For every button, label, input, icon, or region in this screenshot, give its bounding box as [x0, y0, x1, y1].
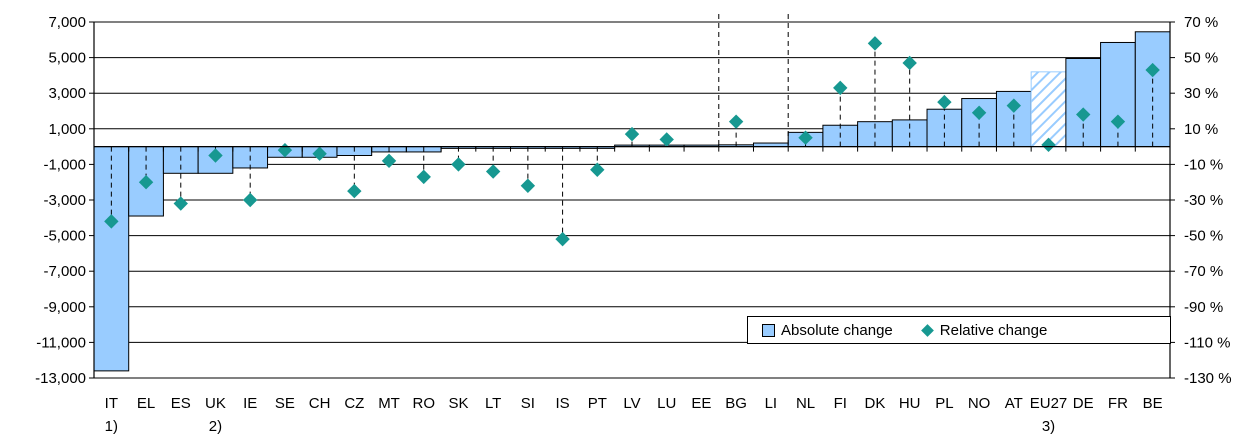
relative-change-marker — [798, 130, 813, 145]
relative-change-marker — [173, 196, 188, 211]
category-label: LT — [485, 395, 501, 412]
relative-change-marker — [416, 169, 431, 185]
legend-item-relative: Relative change — [907, 321, 1048, 339]
category-label: CH — [309, 395, 331, 412]
left-tick-label: -7,000 — [43, 263, 86, 280]
category-label: IS — [555, 395, 569, 412]
legend-label-absolute: Absolute change — [781, 321, 893, 339]
relative-change-marker — [1076, 107, 1091, 122]
category-label: IE — [243, 395, 257, 412]
legend-swatch-bar — [762, 323, 775, 337]
left-tick-label: -5,000 — [43, 228, 86, 245]
relative-change-marker — [624, 126, 640, 142]
category-footnote: 2) — [209, 418, 222, 434]
category-label: FI — [834, 395, 847, 412]
legend: Absolute change Relative change — [747, 316, 1171, 344]
relative-change-marker — [242, 192, 258, 208]
relative-change-marker — [1041, 137, 1056, 153]
right-tick-label: -130 % — [1184, 370, 1232, 387]
axes — [89, 21, 1175, 379]
bar — [93, 146, 130, 372]
category-label: SK — [448, 395, 468, 412]
relative-change-marker — [902, 55, 917, 71]
left-tick-label: 7,000 — [48, 14, 86, 31]
relative-change-marker — [971, 105, 987, 120]
relative-change-marker — [208, 148, 223, 163]
category-label: BE — [1143, 395, 1163, 412]
category-label: IT — [105, 395, 118, 412]
category-label: UK — [205, 395, 226, 412]
category-label: DK — [865, 395, 886, 412]
right-tick-label: -10 % — [1184, 156, 1223, 173]
tick-labels: 7,000 70 % 5,000 50 % 3,000 30 % 1,000 10 % -1,0… — [35, 14, 1231, 434]
category-label: RO — [412, 395, 435, 412]
left-tick-label: -1,000 — [43, 156, 86, 173]
category-label: PT — [588, 395, 607, 412]
relative-change-marker — [555, 231, 570, 247]
relative-change-marker — [312, 146, 327, 161]
category-label: HU — [899, 395, 921, 412]
category-label: CZ — [344, 395, 364, 412]
category-label: SE — [275, 395, 295, 412]
right-tick-label: 50 % — [1184, 50, 1218, 67]
legend-label-relative: Relative change — [939, 321, 1048, 339]
legend-item-absolute: Absolute change — [762, 322, 893, 339]
category-label: MT — [378, 395, 400, 412]
relative-change-marker — [867, 36, 883, 51]
bar — [1100, 41, 1136, 148]
left-tick-label: 5,000 — [48, 50, 86, 67]
category-label: PL — [935, 395, 953, 412]
legend-marker-diamond — [920, 323, 934, 337]
category-label: BG — [725, 395, 747, 412]
category-label: NL — [796, 395, 815, 412]
category-label: DE — [1073, 395, 1094, 412]
right-tick-label: -90 % — [1184, 299, 1223, 316]
relative-change-marker — [347, 183, 362, 199]
left-tick-label: 1,000 — [48, 121, 86, 138]
category-label: ES — [171, 395, 191, 412]
relative-change-marker — [659, 132, 674, 147]
category-label: EE — [691, 395, 711, 412]
relative-change-marker — [1145, 62, 1160, 78]
relative-change-marker — [1110, 114, 1126, 129]
category-label: NO — [968, 395, 991, 412]
right-tick-label: -50 % — [1184, 228, 1223, 245]
category-label: LI — [765, 395, 778, 412]
relative-change-marker — [381, 153, 397, 169]
left-tick-label: -13,000 — [35, 370, 86, 387]
relative-change-marker — [485, 164, 501, 179]
category-footnote: 3) — [1042, 418, 1055, 434]
right-tick-label: -30 % — [1184, 192, 1223, 209]
category-label: LV — [623, 395, 640, 412]
category-label: AT — [1005, 395, 1023, 412]
bar — [1030, 71, 1067, 148]
relative-change-marker — [104, 214, 119, 229]
category-label: LU — [657, 395, 676, 412]
category-label: EU27 — [1030, 395, 1068, 412]
left-tick-label: -11,000 — [36, 334, 86, 351]
right-tick-label: 70 % — [1184, 14, 1218, 31]
relative-change-marker — [138, 174, 154, 190]
right-tick-label: 10 % — [1184, 121, 1218, 138]
relative-change-marker — [451, 157, 466, 172]
category-label: EL — [137, 395, 155, 412]
right-tick-label: 30 % — [1184, 85, 1218, 102]
left-tick-label: -3,000 — [43, 192, 86, 209]
category-footnote: 1) — [105, 418, 118, 434]
left-tick-label: 3,000 — [48, 85, 86, 102]
relative-change-marker — [937, 94, 952, 110]
category-label: SI — [521, 395, 535, 412]
relative-change-marker — [520, 178, 536, 193]
left-tick-label: -9,000 — [43, 299, 86, 316]
category-label: FR — [1108, 395, 1128, 412]
markers — [104, 36, 1160, 247]
right-tick-label: -110 % — [1184, 334, 1230, 351]
relative-change-marker — [1006, 98, 1022, 113]
bars — [93, 31, 1171, 372]
relative-change-marker — [833, 80, 848, 96]
relative-change-marker — [728, 114, 744, 129]
right-tick-label: -70 % — [1184, 263, 1223, 280]
relative-change-marker — [590, 162, 605, 177]
